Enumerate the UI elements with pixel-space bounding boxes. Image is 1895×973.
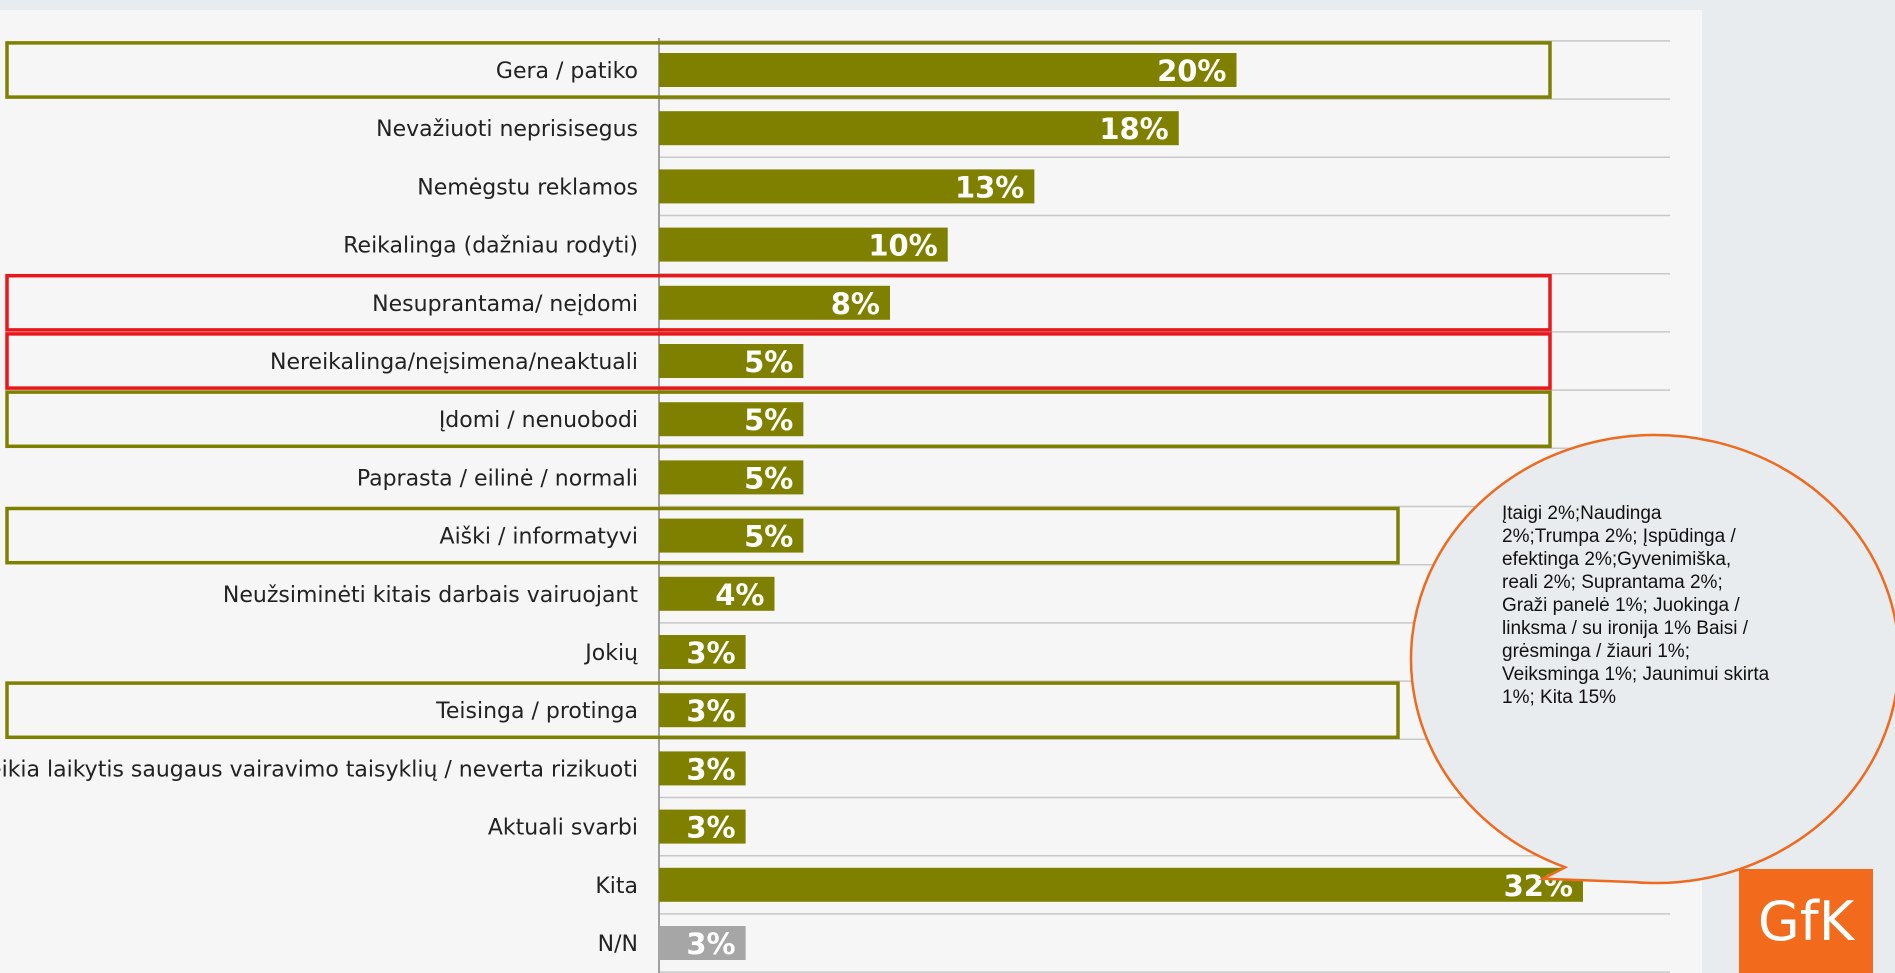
- category-label: Nesuprantama/ neįdomi: [372, 292, 638, 317]
- bar: [659, 867, 1583, 902]
- category-label: Reikalinga (dažniau rodyti): [343, 234, 638, 259]
- data-label: 13%: [955, 170, 1024, 204]
- gfk-logo-text: GfK: [1757, 889, 1855, 953]
- bar: [659, 809, 746, 844]
- data-label: 5%: [744, 520, 793, 554]
- data-label: 3%: [686, 927, 735, 961]
- data-label: 3%: [686, 752, 735, 786]
- bars: [659, 53, 1583, 960]
- data-label: 8%: [831, 287, 880, 321]
- category-labels: Gera / patiko Nevažiuoti neprisisegus Nemė…: [0, 59, 638, 957]
- callout-bubble: [1409, 433, 1895, 885]
- category-label: Paprasta / eilinė / normali: [357, 466, 638, 491]
- callout-line: Graži panelė 1%; Juokinga /: [1502, 595, 1740, 616]
- bar: [659, 693, 746, 728]
- highlight-box: [5, 41, 1552, 99]
- data-label: 5%: [744, 403, 793, 437]
- gfk-logo: GfK: [1739, 869, 1873, 973]
- category-label: Jokių: [583, 641, 638, 666]
- category-label: Reikia laikytis saugaus vairavimo taisyk…: [0, 757, 638, 782]
- data-label: 3%: [686, 811, 735, 845]
- bar: [659, 227, 948, 262]
- highlight-box: [5, 681, 1400, 740]
- data-label: 5%: [744, 345, 793, 379]
- bar: [659, 285, 890, 320]
- bar: [659, 518, 804, 553]
- callout-line: Įtaigi 2%;Naudinga: [1502, 503, 1662, 524]
- data-label: 3%: [686, 636, 735, 670]
- callout-line: efektinga 2%;Gyvenimiška,: [1502, 549, 1732, 570]
- data-label: 3%: [686, 694, 735, 728]
- category-label: Neužsiminėti kitais darbais vairuojant: [223, 583, 638, 608]
- callout-line: 1%; Kita 15%: [1502, 687, 1617, 708]
- highlight-box: [5, 506, 1400, 565]
- category-label: Teisinga / protinga: [435, 699, 638, 724]
- callout-bubble-shape: [1409, 433, 1895, 885]
- data-label: 10%: [868, 229, 937, 263]
- highlight-box: [5, 332, 1552, 390]
- callout-text: Įtaigi 2%;Naudinga 2%;Trumpa 2%; Įspūding…: [1502, 502, 1814, 709]
- data-label: 4%: [715, 578, 764, 612]
- callout-line: Veiksminga 1%; Jaunimui skirta: [1502, 664, 1770, 685]
- bar: [659, 344, 804, 378]
- value-labels: 20%18%13%10%8%5%5%5%5%4%3%3%3%3%32%3%: [686, 54, 1573, 961]
- bar: [659, 926, 746, 960]
- category-label: Aktuali svarbi: [488, 816, 638, 841]
- category-label: Aiški / informatyvi: [440, 525, 638, 550]
- bar: [659, 169, 1035, 204]
- category-label: Kita: [595, 874, 638, 899]
- highlight-box: [5, 273, 1552, 332]
- bar: [659, 635, 746, 669]
- data-label: 5%: [744, 461, 793, 495]
- category-label: Nereikalinga/neįsimena/neaktuali: [270, 350, 638, 375]
- data-label: 18%: [1099, 112, 1168, 146]
- data-label: 20%: [1157, 54, 1226, 88]
- callout-line: grėsminga / žiauri 1%;: [1502, 641, 1690, 662]
- category-label: Įdomi / nenuobodi: [439, 408, 638, 433]
- bar: [659, 111, 1179, 146]
- category-label: Gera / patiko: [496, 59, 638, 84]
- highlight-boxes: [5, 41, 1552, 740]
- category-label: Nevažiuoti neprisisegus: [376, 117, 638, 142]
- highlight-box: [5, 390, 1552, 449]
- callout-line: reali 2%; Suprantama 2%;: [1502, 572, 1723, 593]
- bar: [659, 576, 775, 611]
- bar: [659, 402, 804, 437]
- bar: [659, 751, 746, 786]
- category-label: N/N: [598, 932, 638, 957]
- category-label: Nemėgstu reklamos: [417, 175, 638, 200]
- bar: [659, 53, 1237, 87]
- bar: [659, 460, 804, 495]
- callout-line: linksma / su ironija 1% Baisi /: [1502, 618, 1749, 639]
- callout-line: 2%;Trumpa 2%; Įspūdinga /: [1502, 526, 1736, 547]
